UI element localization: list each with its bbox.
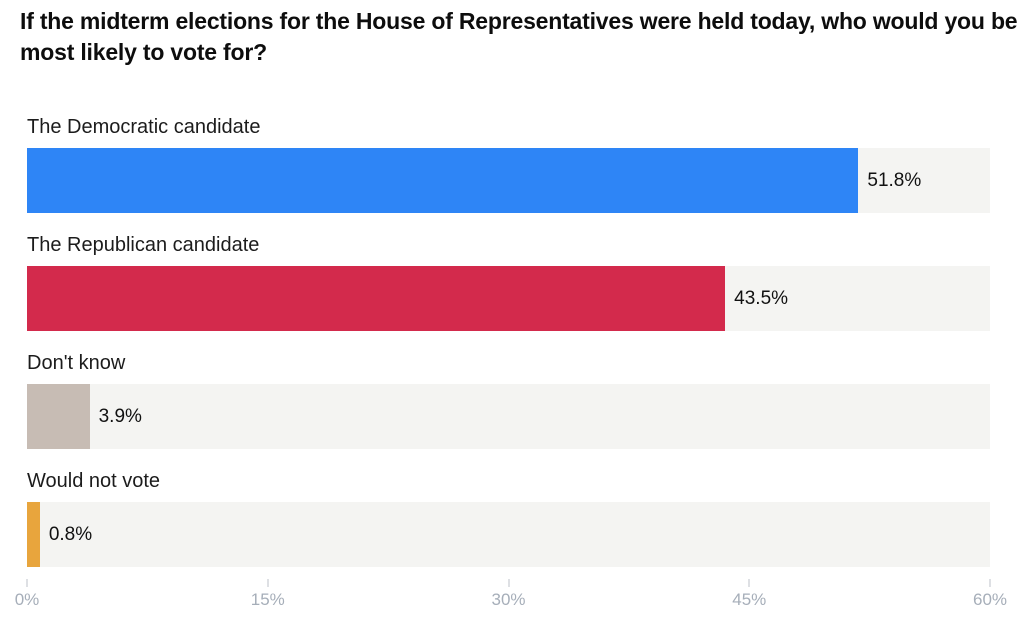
x-axis-tick-label: 15% xyxy=(250,590,285,609)
bar xyxy=(27,266,726,331)
bar-track: 51.8% xyxy=(27,148,990,213)
bar xyxy=(27,502,40,567)
category-label: The Democratic candidate xyxy=(27,116,261,138)
x-axis-tick xyxy=(508,579,509,587)
value-label: 51.8% xyxy=(867,169,922,191)
x-axis-tick-label: 30% xyxy=(491,590,526,609)
category-label: Would not vote xyxy=(27,470,161,492)
value-label: 3.9% xyxy=(98,405,142,427)
bar-row: Don't know 3.9% xyxy=(27,350,990,449)
x-axis-tick xyxy=(26,579,28,587)
x-axis-tick xyxy=(748,579,750,587)
x-axis-tick-label: 60% xyxy=(972,590,1008,609)
value-label: 0.8% xyxy=(48,523,93,545)
bar-row: The Republican candidate 43.5% xyxy=(27,232,990,331)
bar-track: 43.5% xyxy=(27,266,990,331)
bar-chart: The Democratic candidate 51.8% The Republi… xyxy=(27,114,990,567)
bar xyxy=(27,148,859,213)
category-label: Don't know xyxy=(27,352,126,374)
x-axis-tick xyxy=(989,579,991,587)
bar-row: Would not vote 0.8% xyxy=(27,468,990,567)
bar-track: 0.8% xyxy=(27,502,990,567)
category-label: The Republican candidate xyxy=(27,234,260,256)
bar-row: The Democratic candidate 51.8% xyxy=(27,114,990,213)
x-axis-tick xyxy=(267,579,269,587)
bar-track: 3.9% xyxy=(27,384,990,449)
x-axis-tick-label: 45% xyxy=(732,590,767,609)
x-axis-tick-label: 0% xyxy=(14,590,40,609)
value-label: 43.5% xyxy=(734,287,789,309)
bar xyxy=(27,384,90,449)
chart-title: If the midterm elections for the House o… xyxy=(20,8,1018,65)
x-axis: 0% 15% 30% 45% 60% xyxy=(15,579,1007,623)
